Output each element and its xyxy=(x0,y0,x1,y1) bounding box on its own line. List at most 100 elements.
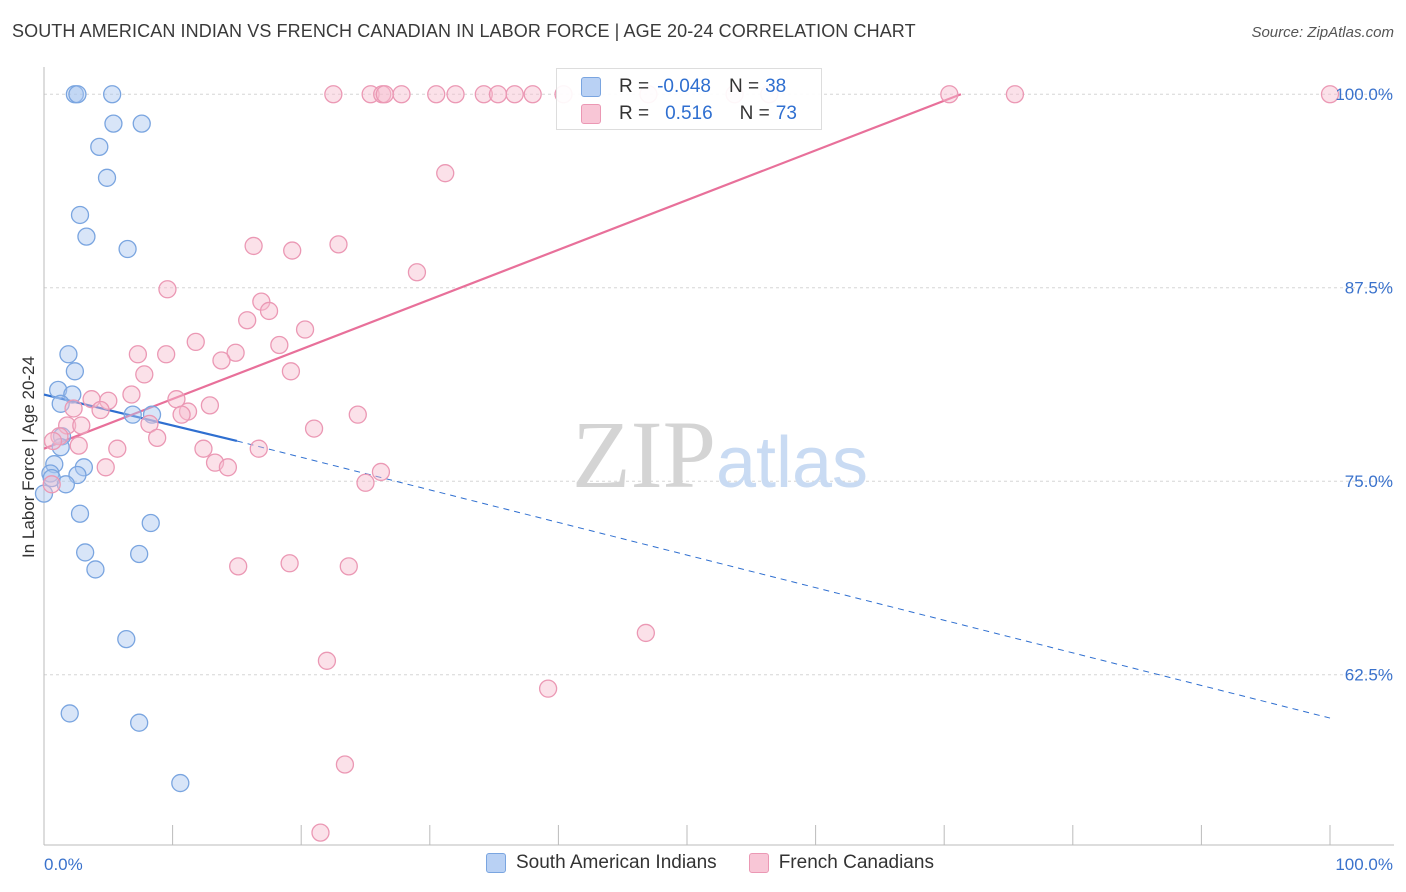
data-point xyxy=(375,85,394,104)
data-point xyxy=(117,629,136,649)
data-point xyxy=(43,431,63,451)
n-label: N = xyxy=(739,103,770,124)
data-point xyxy=(68,85,87,104)
data-point xyxy=(148,428,167,448)
data-point xyxy=(70,504,90,523)
data-point xyxy=(295,320,315,339)
data-point xyxy=(200,396,220,415)
data-point xyxy=(324,85,343,104)
data-point xyxy=(523,85,542,104)
legend-item-french-canadians[interactable]: French Canadians xyxy=(748,852,934,874)
data-point xyxy=(311,823,330,842)
legend-item-south-american-indians[interactable]: South American Indians xyxy=(486,852,717,874)
data-point xyxy=(60,704,79,723)
data-point xyxy=(48,380,68,400)
data-point xyxy=(172,405,191,424)
data-point xyxy=(249,439,268,458)
data-point xyxy=(130,713,149,732)
data-point xyxy=(304,419,324,438)
watermark: ZIPatlas xyxy=(572,401,868,508)
data-point xyxy=(69,436,88,455)
data-point xyxy=(244,236,263,256)
data-point xyxy=(1320,85,1340,104)
data-point xyxy=(339,557,358,576)
data-point xyxy=(356,473,375,492)
data-point xyxy=(108,439,127,458)
data-point xyxy=(505,85,524,104)
data-point xyxy=(158,280,177,299)
data-point xyxy=(141,513,160,533)
data-point xyxy=(90,137,109,157)
data-point xyxy=(99,391,118,410)
r-label: R = xyxy=(619,103,650,124)
data-point xyxy=(446,85,465,104)
data-point xyxy=(130,544,149,564)
data-point xyxy=(252,292,271,311)
data-point xyxy=(171,773,190,793)
data-point xyxy=(86,560,105,579)
data-point xyxy=(407,263,427,282)
data-point xyxy=(103,85,122,104)
y-tick-label: 100.0% xyxy=(1335,85,1393,104)
data-point xyxy=(132,114,151,133)
data-point xyxy=(123,405,142,424)
data-point xyxy=(538,679,558,698)
data-point xyxy=(281,362,301,381)
data-point xyxy=(940,85,959,104)
y-axis-label: In Labor Force | Age 20-24 xyxy=(19,356,38,558)
data-point xyxy=(329,235,348,254)
data-point xyxy=(70,205,90,225)
data-point xyxy=(76,543,95,562)
n-value: 38 xyxy=(765,76,787,97)
data-point xyxy=(157,345,176,364)
r-value: 0.516 xyxy=(665,103,713,124)
data-point xyxy=(280,554,299,573)
data-point xyxy=(186,332,205,352)
data-point xyxy=(218,458,238,477)
data-point xyxy=(270,335,289,355)
r-label: R = xyxy=(619,76,650,97)
legend-row-french-canadians: R = 0.516 N = 73 xyxy=(581,103,797,125)
x-tick-label: 100.0% xyxy=(1335,855,1393,874)
legend-label: South American Indians xyxy=(516,852,717,873)
data-point xyxy=(56,475,76,494)
data-point xyxy=(72,416,91,435)
data-point xyxy=(64,399,83,418)
data-point xyxy=(212,351,231,370)
data-point xyxy=(104,114,123,133)
data-point xyxy=(140,414,159,434)
y-tick-label: 75.0% xyxy=(1345,472,1393,491)
data-point xyxy=(474,85,493,104)
data-point xyxy=(259,301,279,321)
bottom-legend: South American Indians French Canadians xyxy=(486,852,966,874)
n-label: N = xyxy=(728,76,760,97)
data-point xyxy=(77,227,96,246)
data-point xyxy=(348,405,367,424)
data-point xyxy=(34,484,54,503)
legend-row-south-american-indians: R = -0.048 N = 38 xyxy=(581,76,786,98)
data-points xyxy=(34,85,1340,842)
data-point xyxy=(229,557,248,576)
data-point xyxy=(436,164,455,183)
data-point xyxy=(392,85,411,104)
data-point xyxy=(194,439,213,458)
chart-title: SOUTH AMERICAN INDIAN VS FRENCH CANADIAN… xyxy=(12,21,916,41)
y-tick-label: 87.5% xyxy=(1345,279,1393,298)
data-point xyxy=(118,239,137,259)
legend-swatch-blue xyxy=(581,77,601,97)
y-tick-label: 62.5% xyxy=(1345,666,1393,685)
legend-label: French Canadians xyxy=(778,852,934,873)
data-point xyxy=(488,85,508,104)
legend-swatch-pink xyxy=(748,853,769,873)
data-point xyxy=(226,343,245,362)
data-point xyxy=(128,345,148,364)
correlation-legend: R = -0.048 N = 38 R = 0.516 N = 73 xyxy=(556,68,822,130)
legend-swatch-pink xyxy=(581,104,601,124)
data-point xyxy=(135,365,154,384)
data-point xyxy=(371,462,391,482)
data-point xyxy=(427,85,446,104)
data-point xyxy=(96,458,115,477)
data-point xyxy=(59,345,78,364)
data-point xyxy=(1005,85,1025,104)
